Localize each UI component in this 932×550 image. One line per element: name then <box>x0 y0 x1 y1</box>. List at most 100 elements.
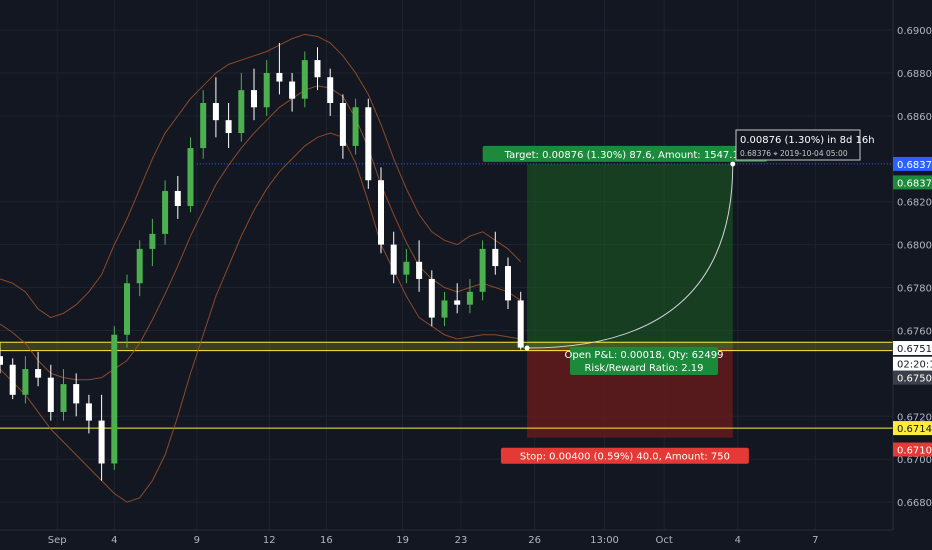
projection-line1: 0.00876 (1.30%) in 8d 16h <box>740 135 875 146</box>
price-tag-text: 0.68376 <box>897 160 932 171</box>
projection-line2: 0.68376 ⌖ 2019-10-04 05:00 <box>740 149 848 158</box>
pnl-text: Open P&L: 0.00018, Qty: 62499 <box>565 350 724 361</box>
candle-body <box>200 102 207 149</box>
candle-body <box>454 300 461 305</box>
x-tick-label: 13:00 <box>590 535 619 546</box>
price-tag: 02:20:11 <box>893 356 932 371</box>
candle-body <box>352 107 359 146</box>
price-axis-panel <box>893 0 932 550</box>
price-tag: 0.67518 <box>893 341 932 356</box>
x-tick-label: 23 <box>455 535 468 546</box>
target-label-text: Target: 0.00876 (1.30%) 87.6, Amount: 15… <box>504 150 746 161</box>
candle-body <box>136 248 143 284</box>
candle-body <box>212 102 219 121</box>
candle-body <box>149 233 156 249</box>
x-tick-label: 19 <box>396 535 409 546</box>
candle-body <box>35 369 42 378</box>
price-tag-bg <box>893 442 932 457</box>
price-tag-bg <box>893 421 932 436</box>
projection-box-bg <box>735 129 861 161</box>
candle-body <box>441 300 448 318</box>
price-tag-text: 0.68376 <box>897 178 932 189</box>
price-tag-bg <box>893 341 932 356</box>
candle-body <box>505 266 511 301</box>
candle-body <box>85 403 92 421</box>
support-zone <box>0 341 894 352</box>
price-tag-text: 0.67518 <box>897 344 932 355</box>
candle-body <box>0 356 3 365</box>
candle-body <box>251 90 257 108</box>
price-tag-bg <box>893 356 932 371</box>
x-tick-label: 9 <box>194 535 200 546</box>
stop-label: Stop: 0.00400 (0.59%) 40.0, Amount: 750 <box>500 447 749 464</box>
candle-body <box>403 261 410 275</box>
candle-body <box>9 364 16 395</box>
rr-text: Risk/Reward Ratio: 2.19 <box>584 363 703 374</box>
candle-body <box>187 148 194 206</box>
x-tick-label: Sep <box>48 535 67 546</box>
candle-body <box>47 377 54 412</box>
candle-body <box>416 261 423 279</box>
projection-curve <box>527 163 734 349</box>
entry-point <box>524 345 530 351</box>
price-tag-bg <box>893 156 932 171</box>
price-tag-bg <box>893 370 932 385</box>
target-label-bg <box>482 145 768 162</box>
price-tag-text: 02:20:11 <box>897 360 932 371</box>
candle-body <box>225 120 232 134</box>
time-axis-panel <box>0 530 932 550</box>
price-tag-bg <box>893 175 932 190</box>
candle-body <box>365 107 372 181</box>
x-tick-label: 16 <box>320 535 333 546</box>
candle-body <box>492 248 499 267</box>
price-tag-text: 0.67145 <box>897 424 932 435</box>
candle-body <box>327 77 334 103</box>
target-point <box>730 161 736 167</box>
price-tag-text: 0.67100 <box>897 446 932 457</box>
candle-body <box>124 283 130 335</box>
price-tag: 0.67145 <box>893 421 932 436</box>
price-tag: 0.68376 <box>893 156 932 171</box>
y-tick-label: 0.66800 <box>897 498 932 509</box>
stop-label-bg <box>500 447 749 464</box>
bollinger-upper <box>0 33 522 319</box>
candle-body <box>60 384 67 412</box>
candle-body <box>479 248 486 292</box>
grid <box>0 0 893 530</box>
stop-label-text: Stop: 0.00400 (0.59%) 40.0, Amount: 750 <box>520 452 730 463</box>
candle-body <box>263 72 270 108</box>
x-tick-label: 4 <box>735 535 741 546</box>
price-tag: 0.67100 <box>893 442 932 457</box>
x-tick-label: 26 <box>528 535 541 546</box>
pnl-box-bg <box>570 347 718 375</box>
candle-body <box>517 300 524 348</box>
projection-box: 0.00876 (1.30%) in 8d 16h 0.68376 ⌖ 2019-… <box>735 129 875 161</box>
candle-body <box>22 369 29 395</box>
candle-body <box>466 291 473 305</box>
candle-body <box>98 420 105 464</box>
target-zone <box>527 163 733 349</box>
candle-body <box>428 278 435 318</box>
price-tag: 0.68376 <box>893 175 932 190</box>
pnl-box: Open P&L: 0.00018, Qty: 62499 Risk/Reward… <box>565 347 724 375</box>
candle-body <box>73 384 80 404</box>
x-tick-label: 7 <box>812 535 818 546</box>
candle-body <box>276 72 283 82</box>
candles <box>0 42 524 481</box>
x-tick-label: Oct <box>656 535 673 546</box>
candle-body <box>238 90 245 134</box>
candle-body <box>314 60 321 78</box>
candle-body <box>339 102 346 146</box>
